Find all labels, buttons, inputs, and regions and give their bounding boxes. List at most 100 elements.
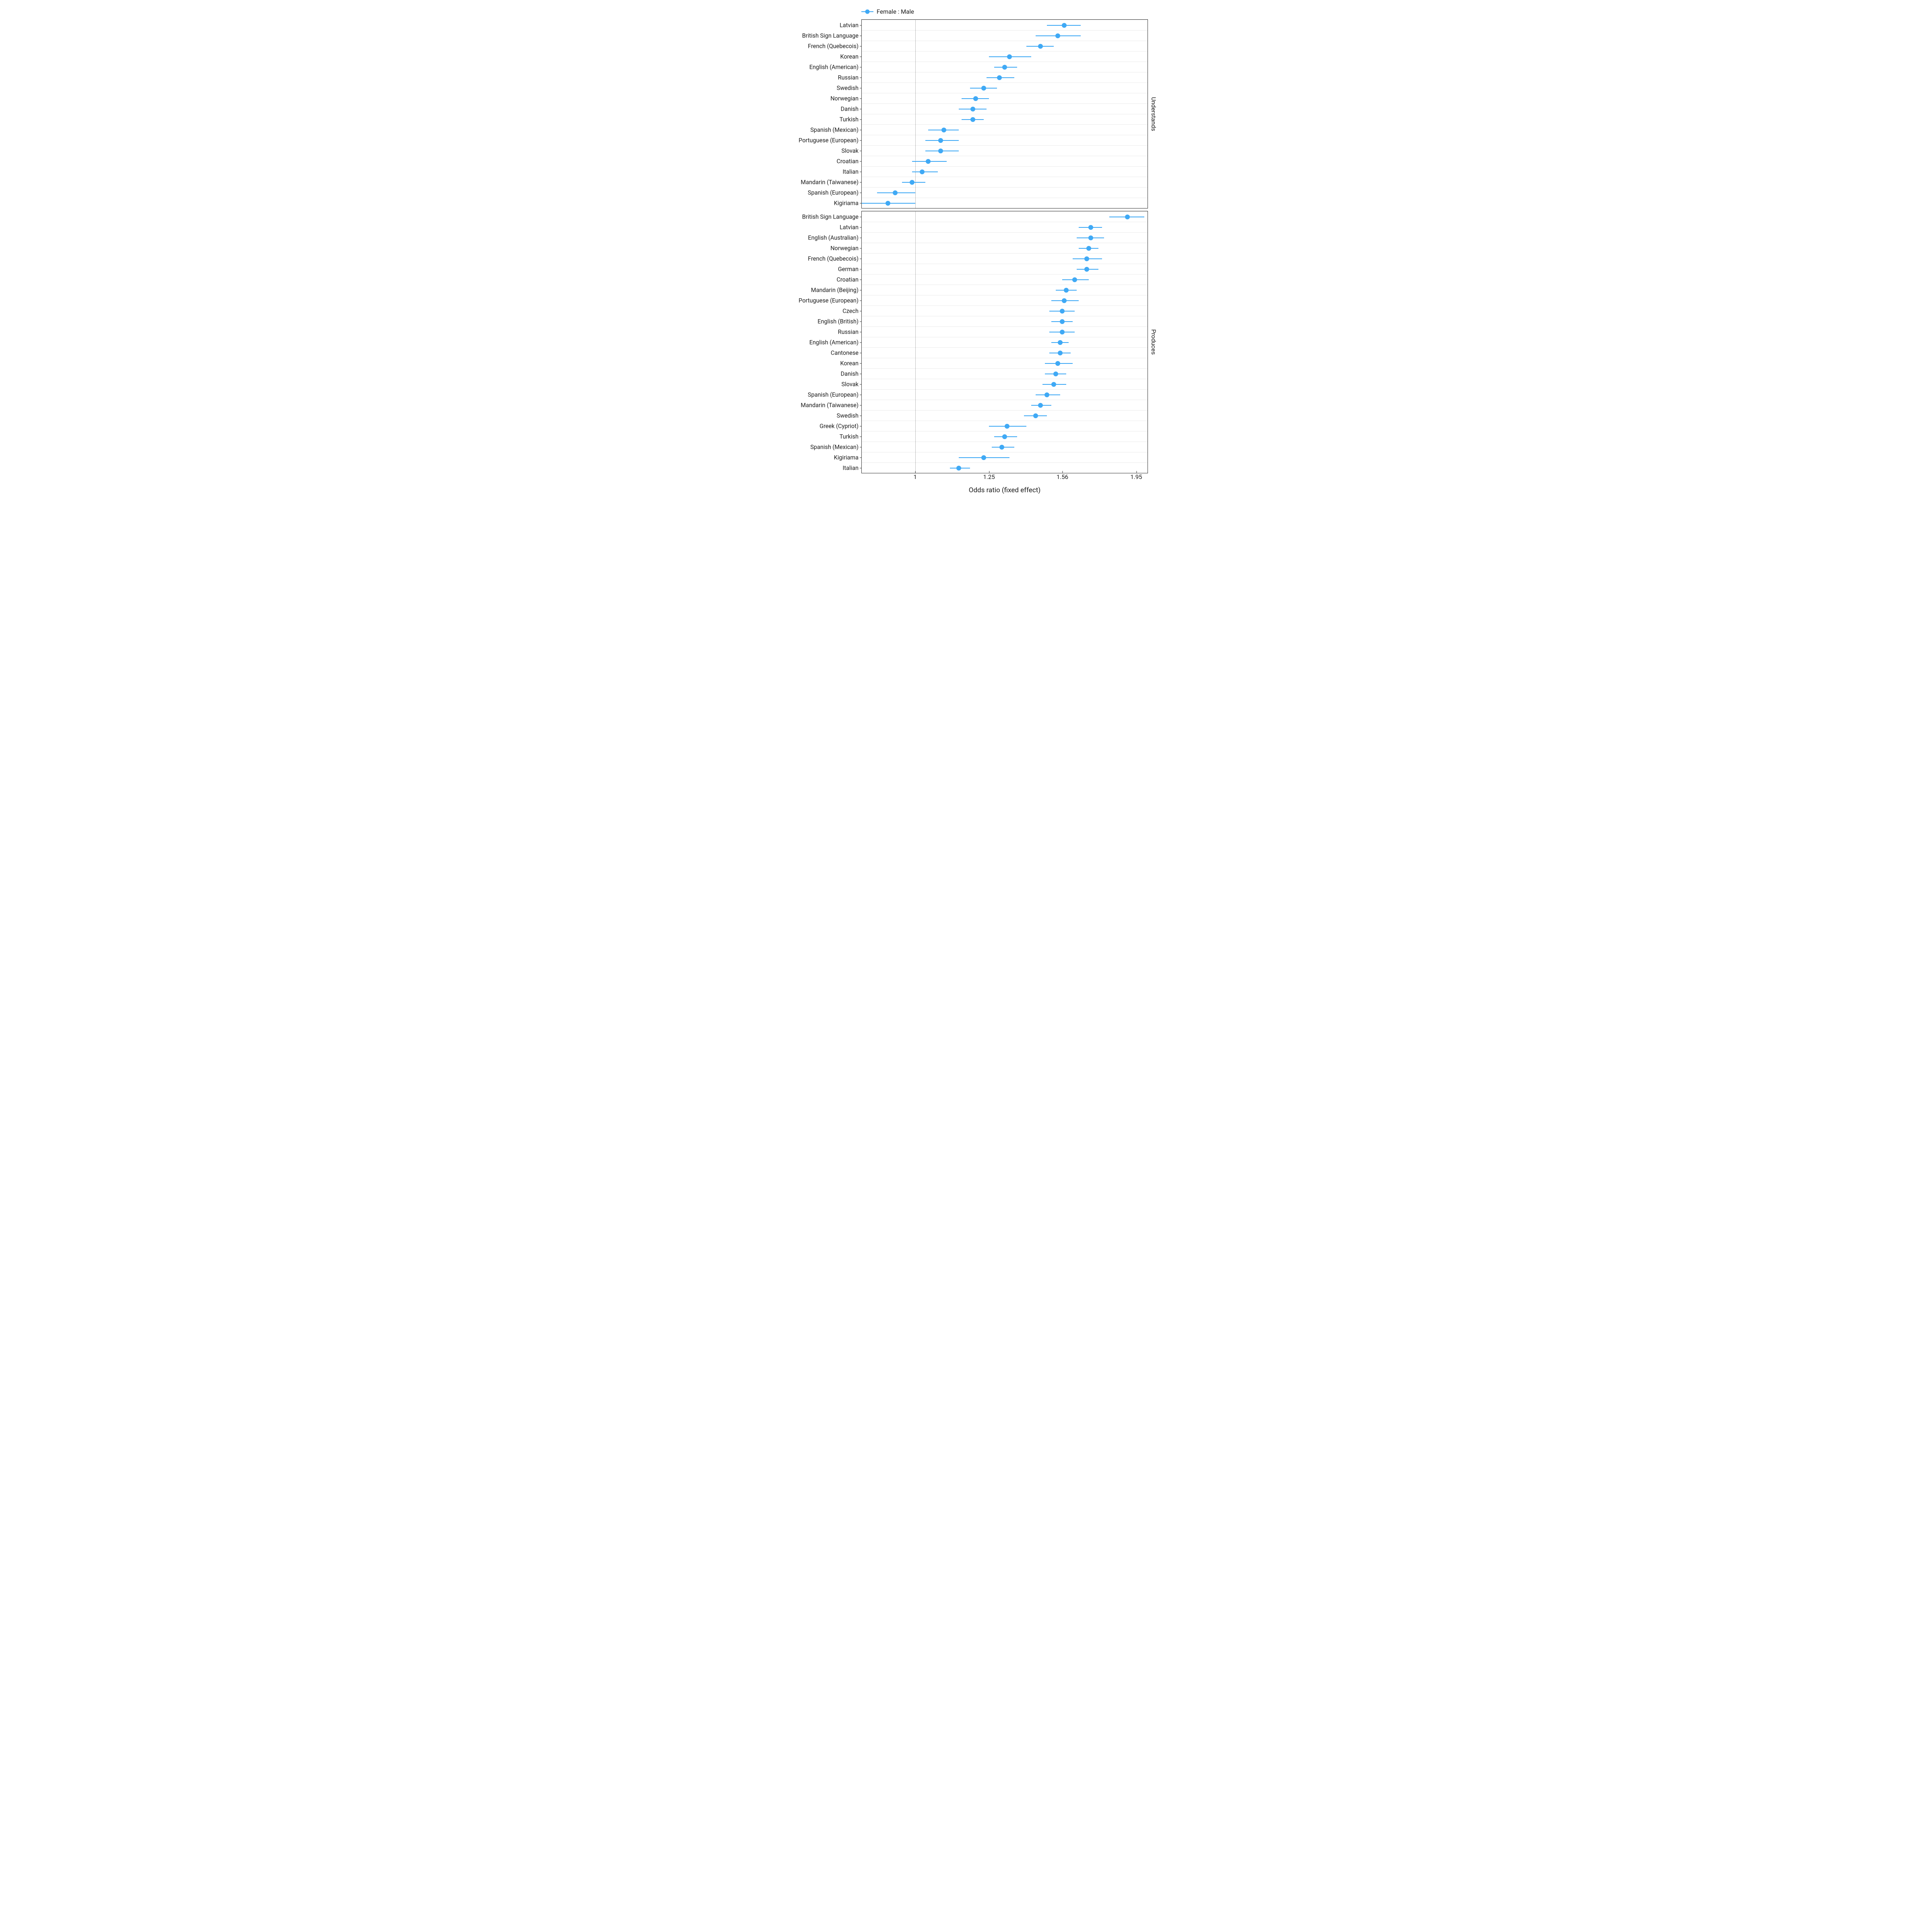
row-label: Korean — [773, 360, 862, 367]
point-marker — [1007, 54, 1012, 59]
point-marker — [1064, 288, 1069, 293]
data-row: English (British) — [862, 316, 1148, 326]
row-label: Spanish (European) — [773, 391, 862, 398]
x-tick: 1.56 — [1057, 473, 1068, 481]
point-marker — [1088, 225, 1093, 230]
data-row: Korean — [862, 51, 1148, 62]
row-label: Swedish — [773, 85, 862, 91]
row-label: Mandarin (Taiwanese) — [773, 402, 862, 409]
data-row: English (Australian) — [862, 232, 1148, 243]
row-label: Greek (Cypriot) — [773, 423, 862, 429]
point-marker — [1088, 235, 1093, 240]
data-row: Norwegian — [862, 243, 1148, 253]
row-label: German — [773, 266, 862, 272]
point-marker — [999, 445, 1004, 450]
row-label: Cantonese — [773, 349, 862, 356]
point-marker — [1058, 351, 1063, 355]
legend-label: Female : Male — [877, 8, 914, 15]
x-tick: 1.95 — [1130, 473, 1142, 481]
facet-panel: Latvian British Sign Language French (Queb… — [773, 19, 1159, 208]
data-row: Swedish — [862, 83, 1148, 93]
facet-strip-label: Produces — [1148, 211, 1159, 473]
row-label: Portuguese (European) — [773, 137, 862, 144]
point-marker — [941, 128, 946, 132]
point-marker — [1125, 215, 1130, 219]
facet-strip-label: Understands — [1148, 19, 1159, 208]
data-row: Portuguese (European) — [862, 295, 1148, 305]
data-row: Russian — [862, 72, 1148, 83]
row-label: English (American) — [773, 339, 862, 346]
point-marker — [1084, 267, 1089, 272]
point-marker — [997, 75, 1002, 80]
error-bar — [912, 171, 938, 172]
data-row: Italian — [862, 166, 1148, 177]
point-marker — [1060, 319, 1065, 324]
row-label: Mandarin (Beijing) — [773, 287, 862, 293]
point-marker — [886, 201, 890, 206]
data-row: Turkish — [862, 431, 1148, 442]
row-label: Mandarin (Taiwanese) — [773, 179, 862, 186]
data-row: Spanish (Mexican) — [862, 124, 1148, 135]
data-row: Kigiriama — [862, 452, 1148, 462]
data-row: French (Quebecois) — [862, 253, 1148, 264]
data-row: Slovak — [862, 145, 1148, 156]
row-label: Danish — [773, 370, 862, 377]
data-row: English (American) — [862, 62, 1148, 72]
row-label: Croatian — [773, 158, 862, 165]
point-marker — [1062, 23, 1067, 28]
row-label: Kigiriama — [773, 454, 862, 461]
row-label: Czech — [773, 308, 862, 314]
row-label: British Sign Language — [773, 213, 862, 220]
plot-area: British Sign LanguageLatvianEnglish (Aus… — [861, 211, 1148, 473]
point-marker — [1051, 382, 1056, 387]
row-label: French (Quebecois) — [773, 255, 862, 262]
data-row: Slovak — [862, 379, 1148, 389]
point-marker — [926, 159, 931, 164]
x-tick: 1 — [913, 473, 916, 481]
data-row: Portuguese (European) — [862, 135, 1148, 145]
data-row: Kigiriama — [862, 198, 1148, 208]
data-row: Greek (Cypriot) — [862, 421, 1148, 431]
point-marker — [910, 180, 914, 185]
data-row: German — [862, 264, 1148, 274]
legend-marker-icon — [861, 9, 873, 14]
data-row: Mandarin (Taiwanese) — [862, 400, 1148, 410]
point-marker — [981, 455, 986, 460]
row-label: Turkish — [773, 433, 862, 440]
row-label: Spanish (European) — [773, 189, 862, 196]
row-label: Norwegian — [773, 245, 862, 252]
row-label: Latvian — [773, 22, 862, 29]
data-row: Spanish (European) — [862, 187, 1148, 198]
point-marker — [1002, 434, 1007, 439]
row-label: Norwegian — [773, 95, 862, 102]
row-label: British Sign Language — [773, 32, 862, 39]
row-label: Portuguese (European) — [773, 297, 862, 304]
point-marker — [973, 96, 978, 101]
row-label: Spanish (Mexican) — [773, 126, 862, 133]
data-row: Spanish (European) — [862, 389, 1148, 400]
data-row: Czech — [862, 305, 1148, 316]
data-row: Turkish — [862, 114, 1148, 124]
data-row: Croatian — [862, 156, 1148, 166]
row-label: French (Quebecois) — [773, 43, 862, 50]
row-label: English (British) — [773, 318, 862, 325]
row-label: Italian — [773, 168, 862, 175]
data-row: British Sign Language — [862, 211, 1148, 222]
row-label: Russian — [773, 74, 862, 81]
point-marker — [1084, 256, 1089, 261]
row-label: English (American) — [773, 64, 862, 70]
data-row: Swedish — [862, 410, 1148, 421]
point-marker — [1044, 392, 1049, 397]
point-marker — [938, 149, 943, 153]
data-row: Italian — [862, 462, 1148, 473]
point-marker — [1038, 44, 1043, 49]
data-row: Mandarin (Beijing) — [862, 285, 1148, 295]
row-label: Slovak — [773, 147, 862, 154]
point-marker — [981, 86, 986, 91]
plot-area: LatvianBritish Sign LanguageFrench (Queb… — [861, 19, 1148, 208]
data-row: Mandarin (Taiwanese) — [862, 177, 1148, 187]
data-row: Korean — [862, 358, 1148, 368]
point-marker — [1033, 413, 1038, 418]
row-label: Kigiriama — [773, 200, 862, 206]
x-axis: 11.251.561.95 — [861, 473, 1148, 485]
